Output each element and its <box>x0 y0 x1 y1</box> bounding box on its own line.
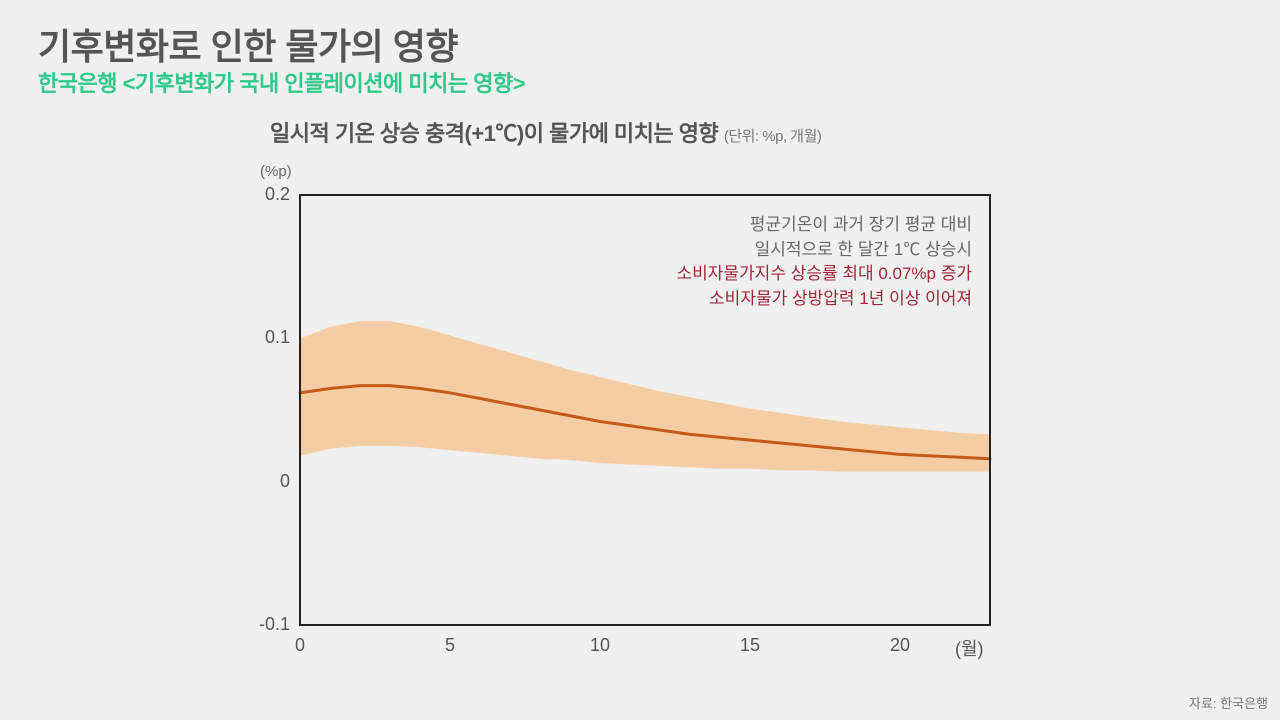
x-tick-label: 10 <box>580 635 620 656</box>
annotation-line: 소비자물가지수 상승률 최대 0.07%p 증가 <box>676 262 972 287</box>
page-subtitle: 한국은행 <기후변화가 국내 인플레이션에 미치는 영향> <box>38 66 525 98</box>
annotation-line: 소비자물가 상방압력 1년 이상 이어져 <box>676 287 972 312</box>
chart-title-main: 일시적 기온 상승 충격(+1℃)이 물가에 미치는 영향 <box>270 121 718 146</box>
x-tick-label: 20 <box>880 635 920 656</box>
y-tick-label: -0.1 <box>240 614 290 635</box>
page: 기후변화로 인한 물가의 영향 한국은행 <기후변화가 국내 인플레이션에 미치… <box>0 0 1280 720</box>
y-tick-label: 0.1 <box>240 327 290 348</box>
chart-title-unit: (단위: %p, 개월) <box>724 128 822 145</box>
page-title: 기후변화로 인한 물가의 영향 <box>38 18 458 70</box>
chart-annotation: 평균기온이 과거 장기 평균 대비일시적으로 한 달간 1℃ 상승시소비자물가지… <box>676 213 972 312</box>
x-tick-label: 15 <box>730 635 770 656</box>
y-tick-label: 0 <box>240 471 290 492</box>
x-tick-label: 0 <box>280 635 320 656</box>
annotation-line: 일시적으로 한 달간 1℃ 상승시 <box>676 238 972 263</box>
source-label: 자료: 한국은행 <box>1189 693 1268 712</box>
y-axis-unit: (%p) <box>260 163 292 180</box>
chart-title: 일시적 기온 상승 충격(+1℃)이 물가에 미치는 영향 (단위: %p, 개… <box>270 116 821 148</box>
y-tick-label: 0.2 <box>240 184 290 205</box>
x-tick-label: 5 <box>430 635 470 656</box>
annotation-line: 평균기온이 과거 장기 평균 대비 <box>676 213 972 238</box>
x-axis-unit: (월) <box>955 635 984 661</box>
